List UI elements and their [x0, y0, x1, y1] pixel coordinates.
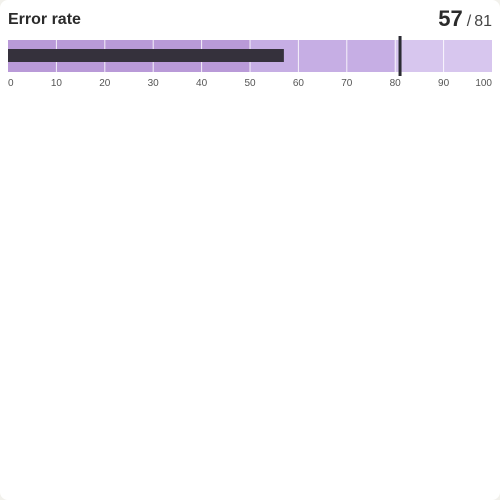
value-readout: 57/81: [438, 6, 492, 32]
tick-label-90: 90: [438, 78, 450, 89]
value-separator: /: [466, 13, 472, 30]
tick-label-100: 100: [475, 78, 492, 89]
tick-label-60: 60: [293, 78, 305, 89]
tick-label-40: 40: [196, 78, 208, 89]
value-bar: [8, 49, 284, 62]
target-value: 81: [474, 13, 492, 30]
tick-label-50: 50: [244, 78, 256, 89]
tick-label-20: 20: [99, 78, 111, 89]
tick-label-10: 10: [51, 78, 63, 89]
bullet-chart: 0 10 20 30 40 50 60 70 80 90 100: [8, 36, 492, 89]
tick-label-80: 80: [390, 78, 402, 89]
target-marker: [398, 36, 402, 76]
current-value: 57: [438, 6, 463, 31]
chart-title: Error rate: [8, 11, 81, 28]
tick-label-30: 30: [148, 78, 160, 89]
tick-label-0: 0: [8, 78, 14, 89]
tick-label-70: 70: [341, 78, 353, 89]
